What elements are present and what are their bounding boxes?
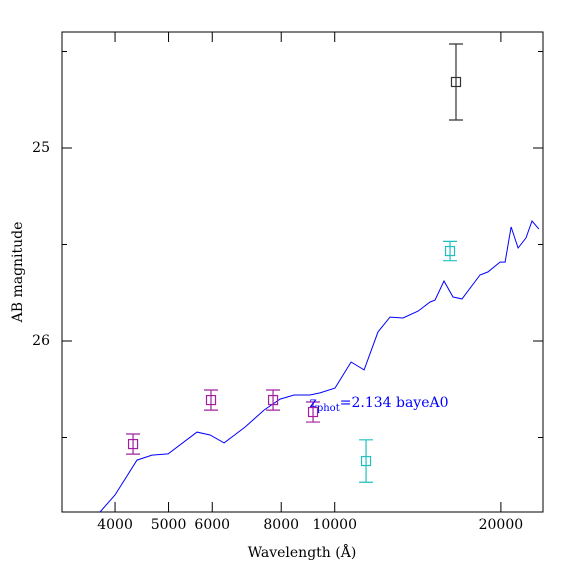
x-tick-label: 20000 [479,517,524,533]
annotation: zphot=2.134 bayeA0 [309,395,448,414]
x-tick-label: 6000 [194,517,230,533]
error-bar [126,433,141,455]
annotation-rest: =2.134 bayeA0 [340,395,449,411]
error-bar [306,401,321,423]
model-line [99,220,540,512]
error-bar [448,43,463,121]
x-axis-label: Wavelength (Å) [248,543,357,561]
data-point [205,394,217,406]
annotation-sub: phot [317,402,340,413]
x-tick-label: 5000 [151,517,187,533]
y-tick-label: 25 [32,140,50,156]
error-bar [443,240,458,262]
data-point [444,245,456,257]
data-point [360,455,372,467]
x-tick-label: 8000 [263,517,299,533]
y-tick-label: 26 [32,333,50,349]
error-bar [204,389,219,411]
data-point [127,438,139,450]
x-tick-label: 4000 [97,517,133,533]
plot-frame [61,31,544,513]
error-bar [359,439,374,483]
data-point [267,394,279,406]
data-point [450,76,462,88]
y-axis-label: AB magnitude [10,222,26,324]
data-point [307,406,319,418]
annotation-z: z [309,395,316,411]
error-bar [266,389,281,411]
x-tick-label: 10000 [312,517,357,533]
